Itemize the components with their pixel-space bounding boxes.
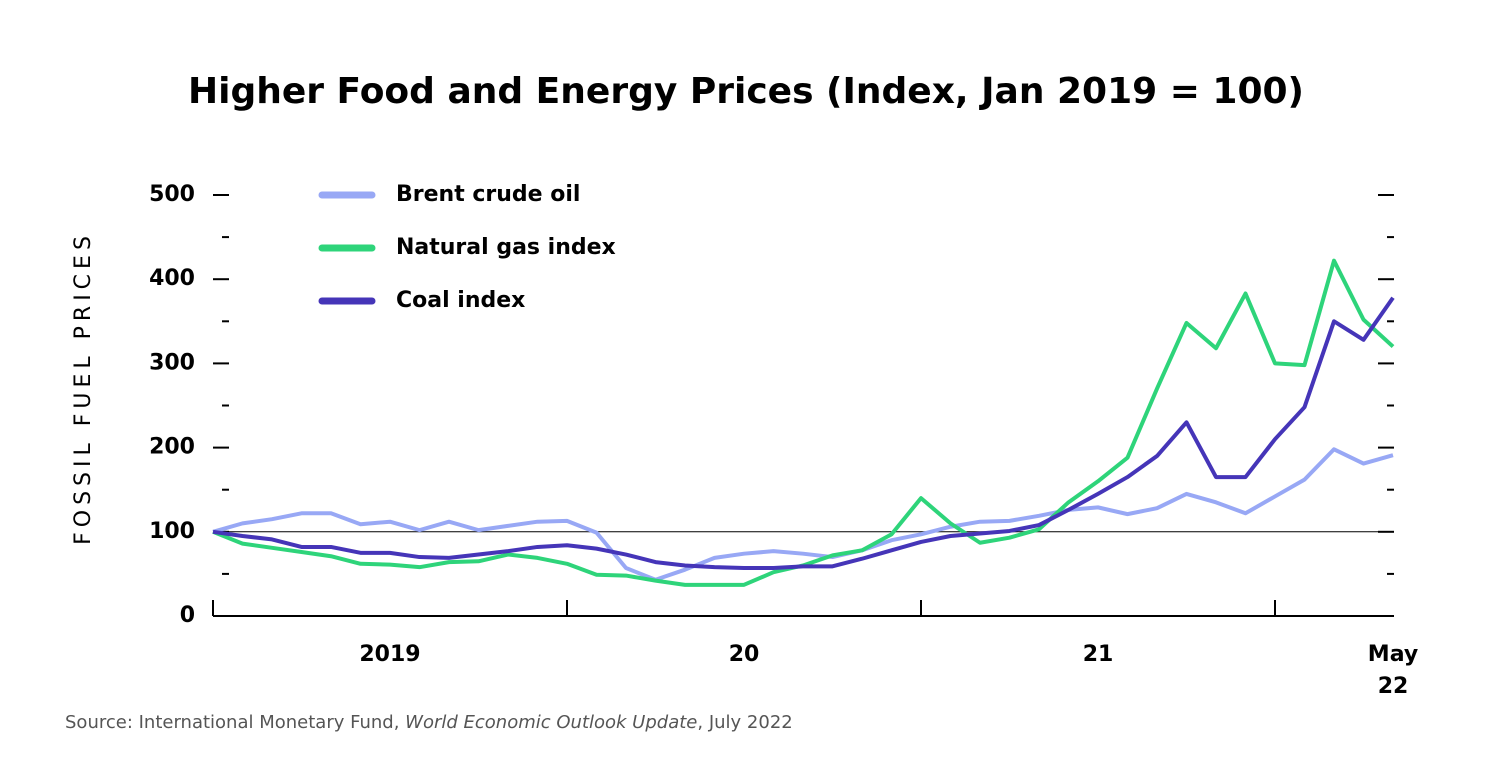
legend-label: Coal index: [396, 288, 525, 313]
legend-label: Brent crude oil: [396, 182, 580, 207]
y-tick-label: 500: [149, 182, 195, 207]
legend-label: Natural gas index: [396, 235, 616, 260]
y-tick-label: 400: [149, 266, 195, 291]
source-suffix: , July 2022: [697, 712, 793, 733]
x-tick-label: 2019: [359, 642, 421, 667]
source: Source: International Monetary Fund, Wor…: [65, 712, 793, 733]
x-tick-label: 20: [728, 642, 760, 667]
x-tick-label: May 22: [1367, 642, 1419, 699]
x-tick-label: 21: [1082, 642, 1114, 667]
source-publication: World Economic Outlook Update: [405, 712, 698, 733]
y-tick-label: 300: [149, 350, 195, 375]
source-prefix: Source: International Monetary Fund,: [65, 712, 406, 733]
line: [212, 258, 1395, 587]
y-tick-label: 100: [149, 519, 195, 544]
line: [212, 296, 1395, 571]
line: [212, 447, 1394, 582]
chart-title: Higher Food and Energy Prices (Index, Ja…: [188, 71, 1304, 112]
y-tick-label: 0: [180, 603, 195, 628]
y-axis-label: FOSSIL FUEL PRICES: [71, 231, 96, 545]
y-tick-label: 200: [149, 435, 195, 460]
